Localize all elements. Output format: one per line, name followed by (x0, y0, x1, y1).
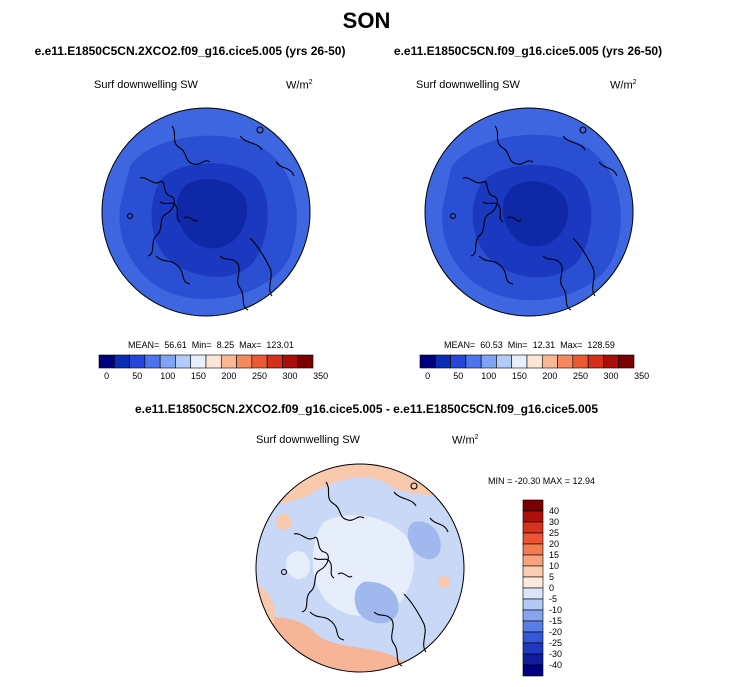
diff-colorbar-swatch (522, 499, 544, 512)
colorbar-tick-label: 350 (634, 371, 650, 381)
colorbar-tick-label: 50 (453, 371, 464, 381)
diff-colorbar-swatch (522, 642, 544, 655)
diff-colorbar-labels: 40 30 25 20 15 10 5 0 -5 -10 -15 -20 -25 -30 -40 (549, 500, 579, 676)
panel-2-polar-map (424, 107, 634, 317)
panel-1-stats: MEAN= 56.61 Min= 8.25 Max= 123.01 (128, 340, 294, 350)
colorbar-tick-label: 200 (221, 371, 237, 381)
colorbar-swatch (144, 354, 161, 369)
colorbar-tick-label: 50 (132, 371, 143, 381)
panel-1-colorbar-labels: 0 50 100 150 200 250 300 350 (99, 371, 328, 383)
colorbar-tick-label: 300 (282, 371, 298, 381)
colorbar-swatch (236, 354, 253, 369)
colorbar-tick-label: 150 (190, 371, 206, 381)
diff-colorbar-tick-label: 10 (549, 561, 560, 571)
diff-colorbar-swatch (522, 664, 544, 677)
colorbar-tick-label: 100 (160, 371, 176, 381)
diff-colorbar-tick-label: 0 (549, 583, 555, 593)
diff-colorbar-tick-label: 40 (549, 506, 560, 516)
diff-colorbar (522, 499, 544, 677)
diff-colorbar-tick-label: 5 (549, 572, 555, 582)
colorbar-swatch (603, 354, 620, 369)
colorbar-swatch (511, 354, 528, 369)
diff-colorbar-tick-label: -30 (549, 649, 563, 659)
panel-1-units: W/m2 (286, 79, 313, 92)
diff-colorbar-swatch (522, 565, 544, 578)
colorbar-swatch (175, 354, 192, 369)
colorbar-swatch (98, 354, 115, 369)
diff-colorbar-swatch (522, 631, 544, 644)
colorbar-swatch (618, 354, 635, 369)
colorbar-tick-label: 0 (104, 371, 110, 381)
diff-panel-polar-map (255, 463, 465, 673)
diff-panel-variable-label: Surf downwelling SW (256, 434, 360, 446)
colorbar-tick-label: 200 (542, 371, 558, 381)
diff-colorbar-swatch (522, 532, 544, 545)
colorbar-tick-label: 150 (511, 371, 527, 381)
colorbar-swatch (541, 354, 558, 369)
diff-colorbar-tick-label: -40 (549, 660, 563, 670)
colorbar-swatch (220, 354, 237, 369)
colorbar-swatch (526, 354, 543, 369)
diff-colorbar-tick-label: -10 (549, 605, 563, 615)
colorbar-swatch (450, 354, 467, 369)
colorbar-swatch (587, 354, 604, 369)
diff-colorbar-tick-label: -15 (549, 616, 563, 626)
diff-colorbar-swatch (522, 609, 544, 622)
panel-2-variable-label: Surf downwelling SW (416, 79, 520, 91)
diff-colorbar-swatch (522, 598, 544, 611)
diff-colorbar-tick-label: -20 (549, 627, 563, 637)
colorbar-tick-label: 100 (481, 371, 497, 381)
panel-2-units: W/m2 (610, 79, 637, 92)
colorbar-tick-label: 350 (313, 371, 329, 381)
colorbar-swatch (190, 354, 207, 369)
panel-1-variable-label: Surf downwelling SW (94, 79, 198, 91)
diff-colorbar-swatch (522, 543, 544, 556)
colorbar-swatch (480, 354, 497, 369)
panel-1-case-title: e.e11.E1850C5CN.2XCO2.f09_g16.cice5.005 … (34, 44, 346, 58)
diff-colorbar-swatch (522, 510, 544, 523)
panel-2-colorbar (419, 354, 635, 369)
colorbar-swatch (266, 354, 283, 369)
colorbar-swatch (205, 354, 222, 369)
diff-colorbar-swatch (522, 587, 544, 600)
colorbar-swatch (557, 354, 574, 369)
panel-2-stats: MEAN= 60.53 Min= 12.31 Max= 128.59 (444, 340, 615, 350)
diff-colorbar-tick-label: -25 (549, 638, 563, 648)
diff-colorbar-tick-label: -5 (549, 594, 558, 604)
colorbar-tick-label: 0 (425, 371, 431, 381)
colorbar-swatch (465, 354, 482, 369)
diff-colorbar-swatch (522, 620, 544, 633)
diff-colorbar-swatch (522, 521, 544, 534)
colorbar-swatch (496, 354, 513, 369)
colorbar-tick-label: 250 (251, 371, 268, 381)
diff-colorbar-tick-label: 20 (549, 539, 560, 549)
season-title: SON (342, 8, 391, 33)
colorbar-swatch (434, 354, 451, 369)
diff-colorbar-tick-label: 30 (549, 517, 560, 527)
diff-panel-title: e.e11.E1850C5CN.2XCO2.f09_g16.cice5.005 … (135, 402, 598, 416)
colorbar-swatch (282, 354, 299, 369)
diff-colorbar-tick-label: 25 (549, 528, 560, 538)
panel-2-case-title: e.e11.E1850C5CN.f09_g16.cice5.005 (yrs 2… (393, 44, 663, 58)
diff-colorbar-tick-label: 15 (549, 550, 560, 560)
colorbar-swatch (419, 354, 436, 369)
colorbar-tick-label: 300 (603, 371, 619, 381)
panel-1-colorbar (98, 354, 314, 369)
diff-colorbar-swatch (522, 576, 544, 589)
diff-colorbar-swatch (522, 554, 544, 567)
colorbar-swatch (159, 354, 176, 369)
colorbar-tick-label: 250 (572, 371, 589, 381)
panel-2-colorbar-labels: 0 50 100 150 200 250 300 350 (420, 371, 649, 383)
panel-1-polar-map (101, 107, 311, 317)
diff-panel-stats: MIN = -20.30 MAX = 12.94 (488, 476, 596, 486)
diff-panel-units: W/m2 (452, 434, 479, 447)
colorbar-swatch (113, 354, 130, 369)
colorbar-swatch (251, 354, 268, 369)
colorbar-swatch (129, 354, 146, 369)
colorbar-swatch (572, 354, 589, 369)
diff-colorbar-swatch (522, 653, 544, 666)
colorbar-swatch (297, 354, 314, 369)
